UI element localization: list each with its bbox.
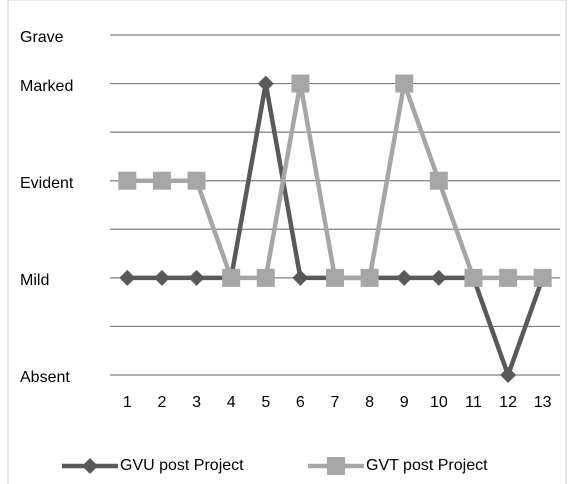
legend-label: GVT post Project [366,457,488,474]
legend-marker [82,458,98,474]
x-tick-label: 8 [365,394,374,411]
data-point [395,74,414,93]
x-tick-label: 9 [400,394,409,411]
data-point [291,74,310,93]
frame [7,0,567,484]
x-tick-label: 11 [465,394,482,411]
data-point [188,269,205,286]
x-tick-label: 2 [157,394,166,411]
x-tick-label: 1 [123,394,132,411]
data-point [500,367,517,383]
data-point [118,171,137,190]
data-point [222,268,241,287]
data-point [119,269,136,286]
y-tick-label: Marked [20,78,73,95]
data-point [152,171,171,190]
data-point [326,268,344,287]
x-tick-label: 6 [296,394,305,411]
data-point [499,268,518,287]
y-tick-label: Absent [20,369,70,386]
data-point [257,75,274,92]
data-point [360,268,379,287]
y-tick-label: Evident [20,175,74,192]
x-tick-label: 5 [261,394,270,411]
data-point [396,269,413,286]
y-tick-label: Mild [20,272,49,289]
y-tick-label: Grave [20,29,64,46]
x-tick-label: 10 [430,394,448,411]
data-point [429,171,448,190]
data-point [187,171,206,190]
x-tick-label: 13 [534,394,552,411]
x-tick-label: 4 [227,394,236,411]
data-point [533,268,552,287]
data-point [430,269,447,286]
x-tick-label: 7 [331,394,340,411]
data-point [464,268,483,287]
data-point [292,269,309,286]
data-point [256,268,275,287]
legend-marker [327,457,345,475]
legend-label: GVU post Project [120,457,244,474]
x-tick-label: 12 [499,394,517,411]
data-point [153,269,170,286]
x-tick-label: 3 [192,394,201,411]
